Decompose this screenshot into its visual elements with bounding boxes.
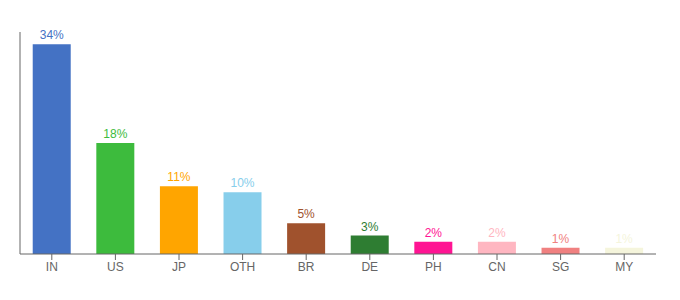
svg-text:SG: SG xyxy=(552,260,569,274)
svg-text:CN: CN xyxy=(488,260,505,274)
svg-text:2%: 2% xyxy=(488,226,506,240)
svg-text:5%: 5% xyxy=(297,207,315,221)
svg-text:2%: 2% xyxy=(425,226,443,240)
svg-text:3%: 3% xyxy=(361,220,379,234)
svg-text:BR: BR xyxy=(298,260,315,274)
svg-text:OTH: OTH xyxy=(230,260,255,274)
svg-text:34%: 34% xyxy=(40,28,64,42)
svg-text:IN: IN xyxy=(46,260,58,274)
svg-text:US: US xyxy=(107,260,124,274)
svg-text:DE: DE xyxy=(361,260,378,274)
svg-text:JP: JP xyxy=(172,260,186,274)
svg-text:PH: PH xyxy=(425,260,442,274)
svg-text:1%: 1% xyxy=(552,232,570,246)
svg-text:1%: 1% xyxy=(615,232,633,246)
svg-text:18%: 18% xyxy=(103,127,127,141)
svg-text:11%: 11% xyxy=(167,170,190,184)
svg-text:MY: MY xyxy=(615,260,633,274)
svg-text:10%: 10% xyxy=(231,176,255,190)
